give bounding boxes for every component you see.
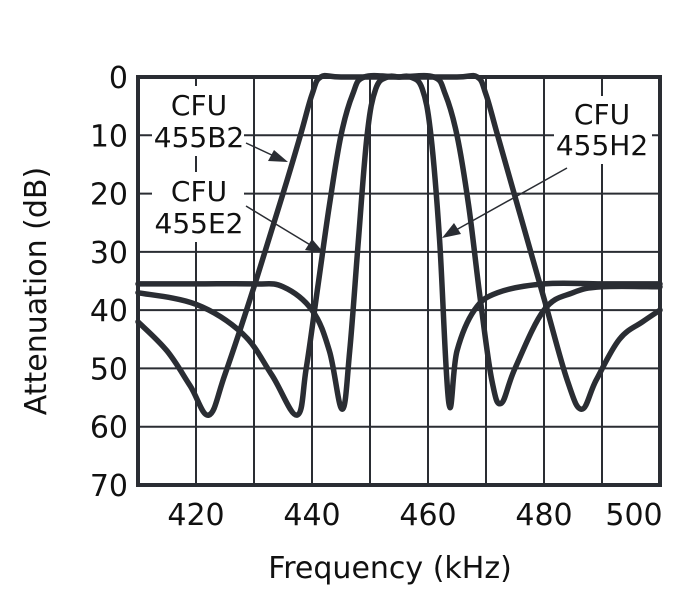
label-455b2-line2: 455B2 — [154, 121, 244, 154]
y-tick-label: 40 — [90, 294, 128, 329]
x-tick-label: 460 — [399, 498, 456, 533]
y-tick-label: 0 — [109, 61, 128, 96]
label-455h2-line1: CFU — [574, 98, 630, 131]
x-tick-label: 500 — [605, 498, 662, 533]
x-axis-ticks: 420 440 460 480 500 — [167, 498, 662, 533]
arrow-455h2 — [442, 167, 568, 238]
y-tick-label: 30 — [90, 236, 128, 271]
plot-frame — [136, 75, 662, 487]
label-455b2: CFU 455B2 — [152, 86, 244, 156]
label-455h2-line2: 455H2 — [556, 129, 648, 162]
arrow-455b2 — [245, 142, 288, 162]
y-tick-label: 20 — [90, 178, 128, 213]
y-tick-label: 60 — [90, 411, 128, 446]
x-tick-label: 440 — [283, 498, 340, 533]
grid-lines — [138, 77, 660, 485]
y-tick-label: 10 — [90, 119, 128, 154]
y-tick-label: 50 — [90, 352, 128, 387]
label-455e2-line2: 455E2 — [155, 207, 244, 240]
y-axis-ticks: 0 10 20 30 40 50 60 70 — [90, 61, 128, 504]
y-tick-label: 70 — [90, 469, 128, 504]
x-tick-label: 480 — [515, 498, 572, 533]
label-455e2-line1: CFU — [171, 175, 227, 208]
label-455e2: CFU 455E2 — [152, 172, 244, 242]
y-axis-label: Attenuation (dB) — [19, 167, 54, 415]
x-tick-label: 420 — [167, 498, 224, 533]
label-455b2-line1: CFU — [171, 89, 227, 122]
x-axis-label: Frequency (kHz) — [268, 551, 512, 586]
arrow-455e2 — [245, 205, 324, 253]
label-455h2: CFU 455H2 — [554, 96, 652, 164]
